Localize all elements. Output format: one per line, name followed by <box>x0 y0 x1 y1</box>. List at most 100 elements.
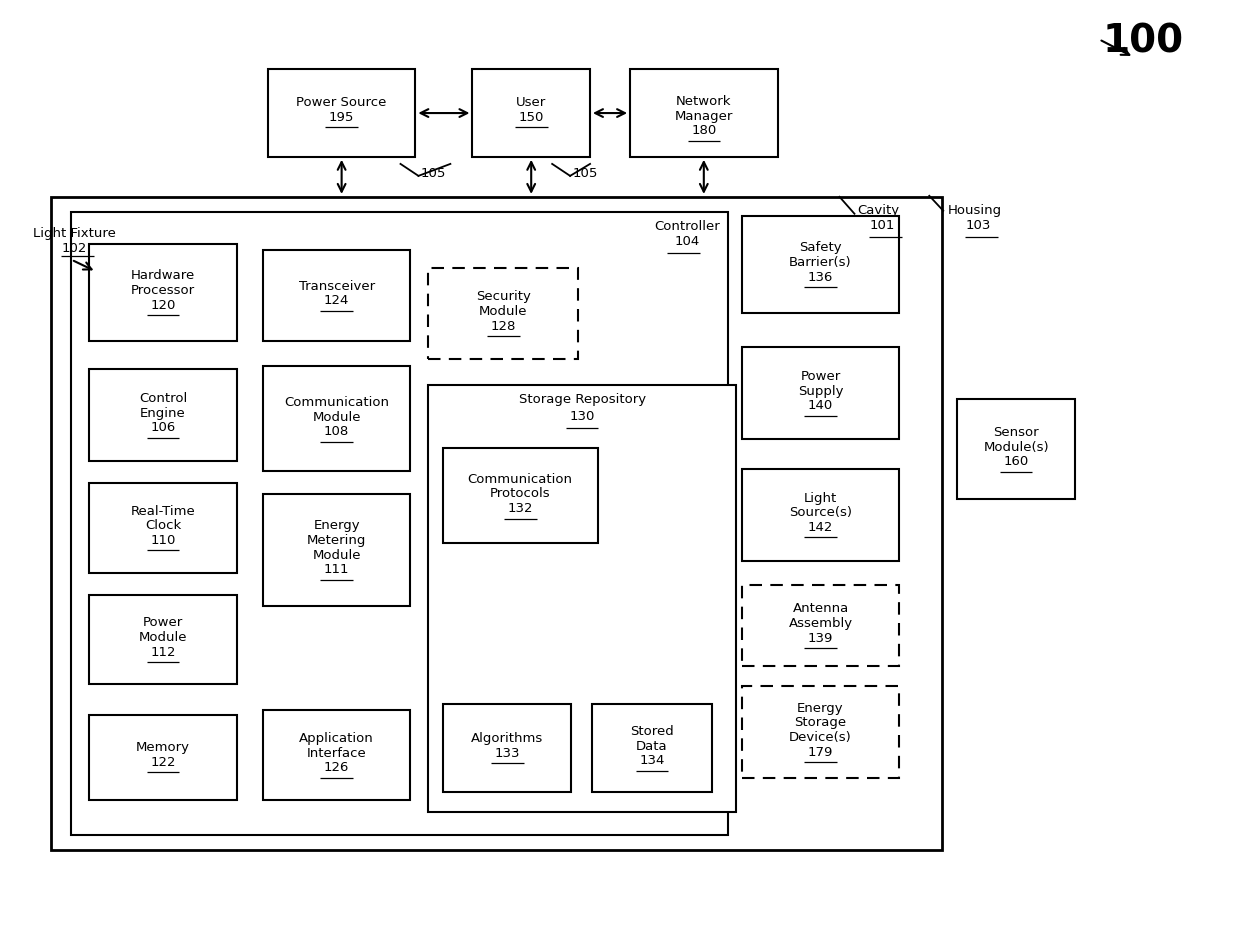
Bar <box>89 595 237 684</box>
Text: 105: 105 <box>572 168 598 181</box>
Bar <box>429 267 578 359</box>
Text: Power Source: Power Source <box>296 96 387 109</box>
Text: Stored: Stored <box>630 725 673 738</box>
Text: Supply: Supply <box>797 385 843 398</box>
Text: 104: 104 <box>675 235 699 248</box>
Bar <box>89 483 237 573</box>
Text: Light: Light <box>804 492 837 505</box>
Bar <box>630 69 777 157</box>
Text: 150: 150 <box>518 111 544 124</box>
Text: Communication: Communication <box>467 473 573 486</box>
Text: 160: 160 <box>1003 455 1029 468</box>
Text: 133: 133 <box>495 747 520 760</box>
Bar <box>51 196 942 850</box>
Text: 120: 120 <box>150 299 176 312</box>
Text: Module(s): Module(s) <box>983 440 1049 453</box>
Text: 105: 105 <box>420 168 446 181</box>
Text: Data: Data <box>636 739 668 752</box>
Bar <box>429 385 735 812</box>
Text: 110: 110 <box>150 534 176 547</box>
Bar <box>268 69 415 157</box>
Text: Cavity: Cavity <box>858 204 899 217</box>
Text: 140: 140 <box>808 399 833 412</box>
Bar <box>444 448 598 543</box>
Text: Metering: Metering <box>308 533 366 546</box>
Text: Module: Module <box>312 411 361 424</box>
Text: 128: 128 <box>491 319 516 332</box>
Bar <box>742 469 899 560</box>
Text: Control: Control <box>139 392 187 405</box>
Text: 100: 100 <box>1102 22 1184 61</box>
Bar <box>742 686 899 778</box>
Bar <box>263 494 410 605</box>
Text: 134: 134 <box>640 754 665 767</box>
Text: 103: 103 <box>965 219 991 232</box>
Text: User: User <box>516 96 547 109</box>
Text: Barrier(s): Barrier(s) <box>789 256 852 269</box>
Text: Memory: Memory <box>136 741 190 754</box>
Bar <box>71 211 728 835</box>
Text: Protocols: Protocols <box>490 488 551 501</box>
Text: 139: 139 <box>808 632 833 644</box>
Text: Safety: Safety <box>800 241 842 254</box>
Text: Source(s): Source(s) <box>789 506 852 519</box>
Text: 126: 126 <box>324 762 350 775</box>
Text: 179: 179 <box>808 746 833 759</box>
Text: 195: 195 <box>329 111 355 124</box>
Text: Storage Repository: Storage Repository <box>518 393 646 406</box>
Bar <box>742 347 899 439</box>
Text: Storage: Storage <box>795 716 847 729</box>
Bar <box>957 399 1075 499</box>
Text: Sensor: Sensor <box>993 425 1039 439</box>
Bar <box>263 250 410 342</box>
Text: 130: 130 <box>569 411 595 424</box>
Text: 124: 124 <box>324 294 350 307</box>
Text: 112: 112 <box>150 646 176 658</box>
Text: Power: Power <box>801 370 841 383</box>
Bar <box>444 704 572 792</box>
Text: Controller: Controller <box>653 220 719 233</box>
Text: Hardware: Hardware <box>131 269 195 282</box>
Text: 108: 108 <box>324 425 350 439</box>
Text: 106: 106 <box>150 422 176 435</box>
Bar <box>263 366 410 471</box>
Bar <box>742 216 899 314</box>
Text: Module: Module <box>139 631 187 644</box>
Text: 136: 136 <box>808 271 833 284</box>
Bar <box>89 244 237 342</box>
Text: Transceiver: Transceiver <box>299 279 374 292</box>
Text: 111: 111 <box>324 563 350 576</box>
Text: Engine: Engine <box>140 407 186 420</box>
Text: Application: Application <box>299 732 374 745</box>
Text: 142: 142 <box>808 521 833 534</box>
Text: Device(s): Device(s) <box>789 731 852 744</box>
Text: 180: 180 <box>691 124 717 137</box>
Text: Housing: Housing <box>947 204 1002 217</box>
Text: Antenna: Antenna <box>792 602 848 615</box>
Bar <box>89 715 237 800</box>
Text: 101: 101 <box>869 219 895 232</box>
Text: Manager: Manager <box>675 110 733 123</box>
Text: Security: Security <box>476 290 531 304</box>
Text: Light Fixture: Light Fixture <box>33 226 117 239</box>
Text: Energy: Energy <box>797 702 844 715</box>
Text: Energy: Energy <box>314 519 360 533</box>
Bar <box>89 370 237 461</box>
Text: Clock: Clock <box>145 519 181 533</box>
Bar <box>472 69 590 157</box>
Bar <box>742 585 899 667</box>
Text: Power: Power <box>143 616 184 629</box>
Text: 132: 132 <box>507 502 533 515</box>
Text: Assembly: Assembly <box>789 617 853 630</box>
Text: Communication: Communication <box>284 396 389 409</box>
Text: Module: Module <box>312 548 361 561</box>
Text: Real-Time: Real-Time <box>130 505 196 518</box>
Text: Processor: Processor <box>131 284 195 297</box>
Bar <box>263 710 410 800</box>
Text: 122: 122 <box>150 756 176 769</box>
Text: Network: Network <box>676 95 732 108</box>
Text: Interface: Interface <box>306 747 367 760</box>
Text: Module: Module <box>479 305 527 318</box>
Text: 102: 102 <box>61 242 87 255</box>
Bar <box>591 704 712 792</box>
